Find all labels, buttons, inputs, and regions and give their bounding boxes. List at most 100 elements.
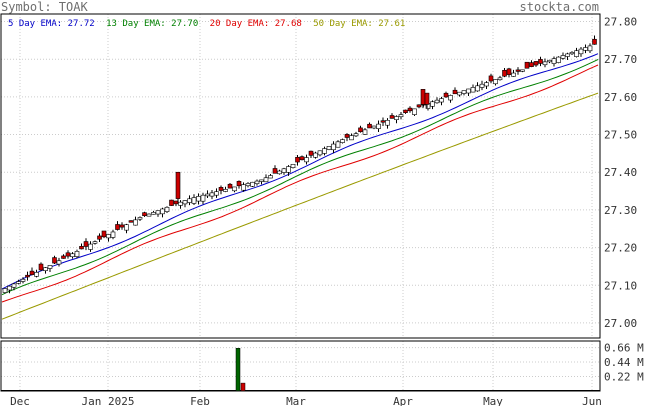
candle-body bbox=[43, 267, 48, 272]
candle-body bbox=[92, 241, 98, 244]
candle-body bbox=[322, 148, 327, 154]
candle-body bbox=[151, 212, 156, 215]
candle-body bbox=[191, 197, 197, 204]
candle-body bbox=[196, 196, 201, 202]
candle-body bbox=[515, 69, 521, 72]
candle-body bbox=[416, 104, 422, 108]
candle-body bbox=[439, 98, 444, 103]
candle-body bbox=[340, 139, 345, 143]
x-tick-label: Mar bbox=[286, 395, 306, 406]
candle-body bbox=[263, 177, 269, 183]
ema-line-0 bbox=[1, 53, 599, 290]
candle-body bbox=[506, 68, 512, 75]
candle-body bbox=[11, 283, 17, 288]
candle-body bbox=[497, 77, 503, 81]
candle-body bbox=[286, 166, 291, 173]
candle-body bbox=[448, 95, 453, 101]
candle-body bbox=[326, 146, 332, 150]
candle-body bbox=[349, 135, 354, 141]
candle-body bbox=[61, 255, 66, 259]
candle-body bbox=[457, 91, 462, 96]
candle-body bbox=[380, 120, 386, 123]
candle-body bbox=[313, 152, 318, 158]
candle-body bbox=[398, 114, 404, 118]
ema-legend: 5 Day EMA: 27.72 13 Day EMA: 27.70 20 Da… bbox=[8, 19, 411, 29]
candle-body bbox=[583, 47, 588, 51]
ema-line-1 bbox=[1, 59, 599, 296]
candle-body bbox=[470, 87, 476, 93]
candle-body bbox=[304, 157, 309, 163]
candle-body bbox=[101, 230, 107, 238]
candle-body bbox=[524, 61, 530, 69]
candle-body bbox=[119, 224, 125, 228]
volume-bar bbox=[240, 382, 246, 392]
candle-body bbox=[412, 108, 417, 115]
candle-body bbox=[25, 274, 30, 278]
candle-body bbox=[106, 234, 111, 239]
candle-body bbox=[124, 224, 129, 231]
candle-body bbox=[461, 90, 467, 94]
candle-body bbox=[209, 192, 215, 197]
candle-body bbox=[367, 123, 372, 129]
candle-body bbox=[452, 89, 458, 95]
y-tick-label: 27.30 bbox=[604, 204, 637, 217]
candle-body bbox=[164, 206, 170, 212]
legend-ema5: 5 Day EMA: 27.72 bbox=[8, 19, 95, 29]
candle-body bbox=[227, 183, 233, 189]
candle-body bbox=[83, 241, 89, 247]
x-tick-label: Dec bbox=[10, 395, 30, 406]
ema-line-2 bbox=[1, 64, 599, 303]
candle-body bbox=[142, 212, 147, 217]
candle-body bbox=[560, 55, 566, 59]
candle-body bbox=[299, 156, 305, 161]
candle-body bbox=[556, 56, 561, 63]
price-panel-frame bbox=[0, 13, 601, 339]
y-tick-label: 27.20 bbox=[604, 242, 637, 255]
candle-body bbox=[403, 109, 408, 113]
candle-body bbox=[133, 219, 138, 226]
candle-body bbox=[542, 61, 548, 66]
candle-body bbox=[511, 72, 516, 77]
ema-lines bbox=[1, 53, 599, 320]
candle-body bbox=[331, 143, 336, 151]
candle-body bbox=[362, 129, 368, 135]
candle-body bbox=[137, 217, 143, 220]
candle-body bbox=[317, 150, 323, 156]
candle-body bbox=[434, 99, 440, 104]
candle-body bbox=[268, 175, 273, 179]
x-tick-label: Jan 2025 bbox=[82, 395, 135, 406]
candle-body bbox=[88, 243, 93, 250]
watermark: stockta.com bbox=[519, 0, 599, 14]
ema-line-3 bbox=[1, 92, 599, 320]
candle-body bbox=[295, 156, 300, 163]
legend-ema20: 20 Day EMA: 27.68 bbox=[209, 19, 302, 29]
candle-body bbox=[52, 257, 57, 264]
vol-tick-label: 0.66 M bbox=[604, 342, 644, 355]
candle-body bbox=[520, 69, 525, 72]
candle-body bbox=[565, 53, 570, 57]
candle-body bbox=[173, 200, 179, 205]
candle-body bbox=[236, 181, 242, 187]
candle-body bbox=[250, 181, 255, 187]
vol-tick-label: 0.22 M bbox=[604, 371, 644, 384]
candle-body bbox=[205, 193, 210, 197]
candle-body bbox=[182, 200, 188, 205]
candle-body bbox=[187, 198, 192, 203]
candle-body bbox=[65, 252, 71, 257]
candle-body bbox=[259, 179, 264, 182]
candle-body bbox=[488, 75, 494, 82]
candle-body bbox=[245, 183, 251, 187]
candle-body bbox=[160, 208, 165, 215]
candle-body bbox=[493, 79, 498, 85]
candle-body bbox=[344, 134, 350, 138]
chart-frames bbox=[0, 13, 601, 392]
volume-bar bbox=[235, 347, 241, 392]
candle-body bbox=[538, 59, 543, 64]
candle-body bbox=[502, 69, 507, 77]
symbol-label: Symbol: TOAK bbox=[1, 0, 88, 14]
y-tick-label: 27.70 bbox=[604, 53, 637, 66]
candle-body bbox=[484, 82, 489, 87]
candle-body bbox=[254, 180, 260, 185]
candle-body bbox=[281, 168, 287, 173]
candle-body bbox=[574, 50, 579, 57]
